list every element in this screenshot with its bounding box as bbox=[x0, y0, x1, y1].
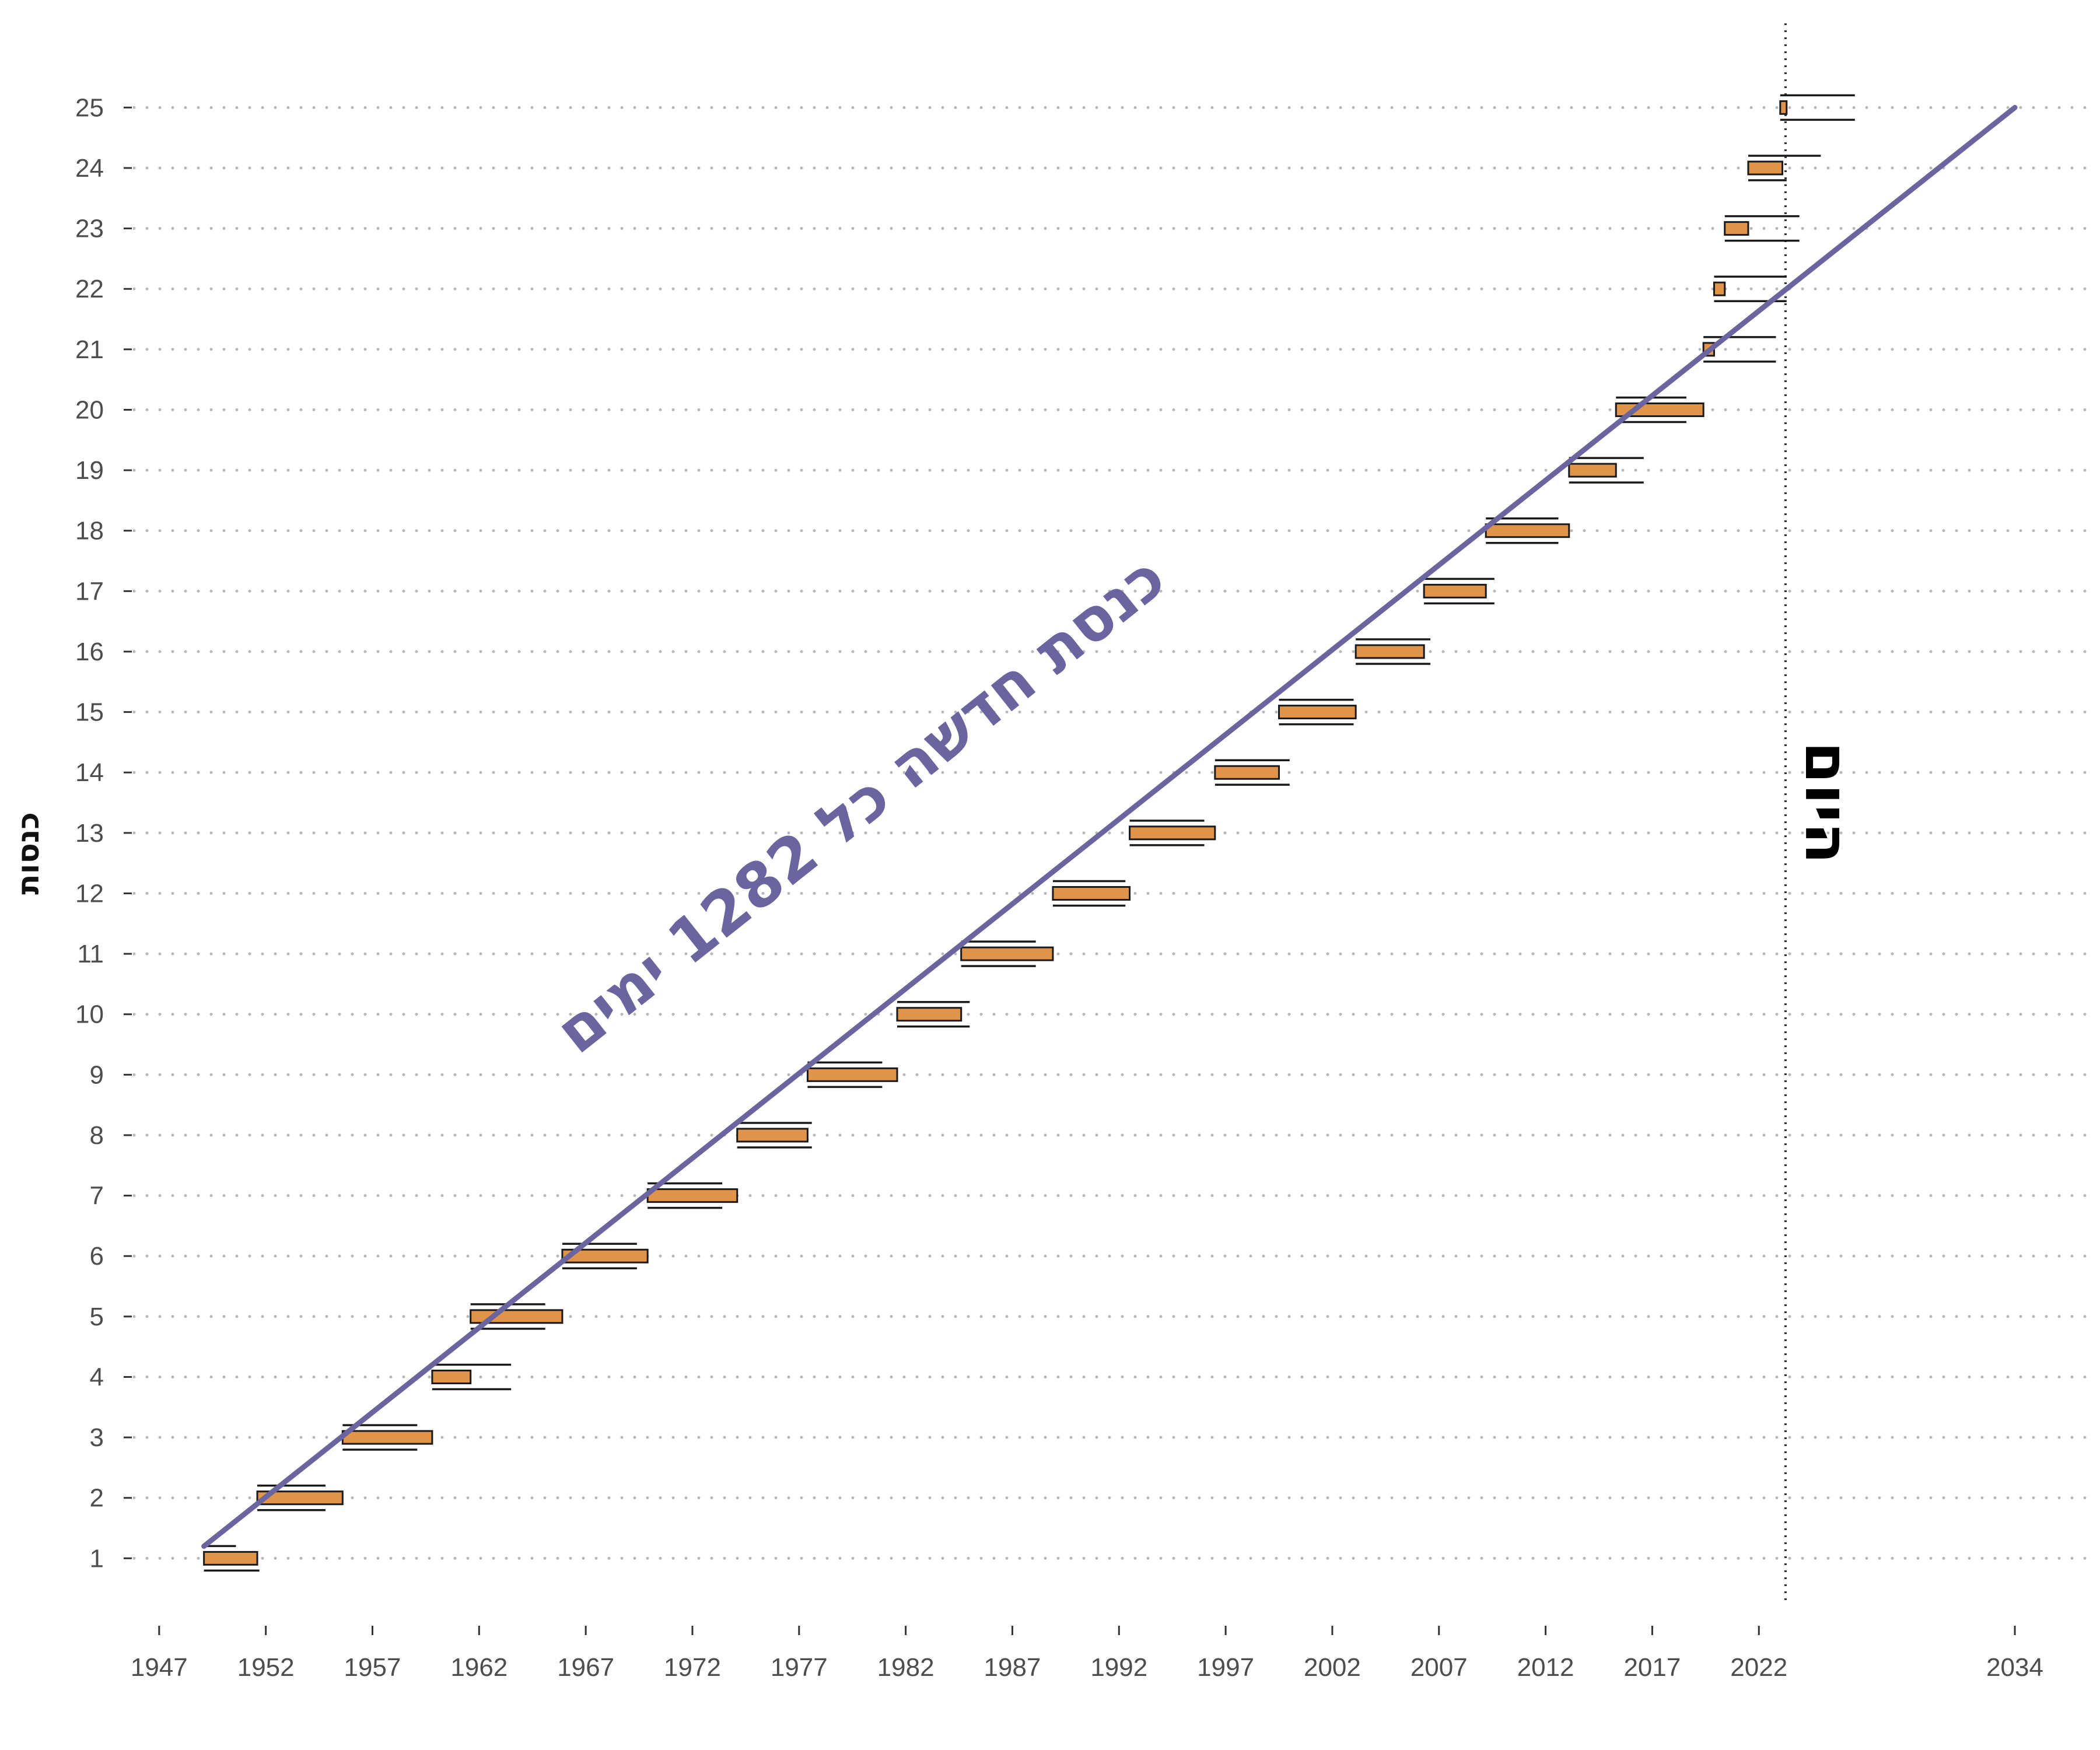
y-tick-label: 23 bbox=[75, 215, 104, 243]
y-tick-label: 17 bbox=[75, 577, 104, 606]
x-tick-label: 2007 bbox=[1410, 1653, 1468, 1682]
knesset-bar bbox=[1747, 160, 1783, 176]
x-tick-label: 1962 bbox=[450, 1653, 508, 1682]
y-tick-label: 4 bbox=[90, 1363, 104, 1391]
x-tick-label: 1957 bbox=[344, 1653, 401, 1682]
y-tick-label: 12 bbox=[75, 879, 104, 908]
y-tick-label: 13 bbox=[75, 819, 104, 848]
x-tick-label: 2017 bbox=[1623, 1653, 1681, 1682]
x-tick-label: 2012 bbox=[1517, 1653, 1574, 1682]
grid-layer bbox=[132, 106, 2091, 1560]
y-tick-label: 8 bbox=[90, 1121, 104, 1150]
knesset-bar bbox=[1724, 221, 1749, 236]
knesset-bar bbox=[561, 1248, 649, 1264]
y-tick-label: 14 bbox=[75, 758, 104, 787]
knesset-bar bbox=[431, 1369, 472, 1384]
x-tick-label: 2002 bbox=[1304, 1653, 1361, 1682]
y-tick-label: 6 bbox=[90, 1242, 104, 1270]
y-tick-label: 5 bbox=[90, 1303, 104, 1331]
y-tick-label: 16 bbox=[75, 638, 104, 666]
y-tick-label: 25 bbox=[75, 93, 104, 122]
y-tick-label: 1 bbox=[90, 1544, 104, 1573]
knesset-bar bbox=[1423, 583, 1487, 598]
x-tick-label: 2022 bbox=[1730, 1653, 1787, 1682]
x-tick-label: 1972 bbox=[664, 1653, 721, 1682]
knesset-bar bbox=[960, 946, 1054, 961]
knesset-bar bbox=[1568, 463, 1617, 478]
trend-layer bbox=[201, 104, 2018, 1549]
x-tick-label: 1982 bbox=[877, 1653, 935, 1682]
knesset-bar bbox=[646, 1188, 738, 1203]
knesset-bar bbox=[896, 1007, 963, 1022]
y-tick-label: 3 bbox=[90, 1423, 104, 1452]
knesset-bar bbox=[1214, 765, 1280, 780]
knesset-bar bbox=[203, 1550, 258, 1566]
x-axis: 1947 1952 1957 1962 1967 1972 1977 1982 1987 1992… bbox=[131, 1626, 2043, 1682]
knesset-bar bbox=[736, 1128, 808, 1143]
y-tick-label: 15 bbox=[75, 698, 104, 727]
y-tick-label: 20 bbox=[75, 396, 104, 424]
y-tick-label: 19 bbox=[75, 456, 104, 485]
trend-line bbox=[201, 104, 2018, 1549]
y-tick-label: 22 bbox=[75, 275, 104, 303]
x-tick-label: 1977 bbox=[771, 1653, 828, 1682]
x-tick-label: 1992 bbox=[1090, 1653, 1147, 1682]
x-tick-label: 1952 bbox=[237, 1653, 295, 1682]
knesset-bar bbox=[1713, 281, 1726, 296]
x-tick-label: 1947 bbox=[131, 1653, 188, 1682]
today-label: היום bbox=[1791, 741, 1863, 864]
knesset-bar bbox=[1354, 644, 1425, 659]
y-axis: 1234567891011121314151617181920212223242… bbox=[75, 93, 132, 1573]
x-tick-label: 2034 bbox=[1986, 1653, 2043, 1682]
knesset-bar bbox=[1485, 523, 1570, 538]
knesset-bar bbox=[1779, 100, 1788, 115]
x-tick-label: 1997 bbox=[1197, 1653, 1254, 1682]
x-tick-label: 1967 bbox=[557, 1653, 614, 1682]
y-tick-label: 9 bbox=[90, 1060, 104, 1089]
x-tick-label: 1987 bbox=[984, 1653, 1041, 1682]
trend-label: כנסת חדשה כל 1282 ימים bbox=[542, 541, 1178, 1067]
knesset-bar bbox=[1129, 825, 1216, 841]
y-tick-label: 11 bbox=[77, 940, 104, 968]
y-tick-label: 18 bbox=[75, 517, 104, 545]
knesset-bar bbox=[1278, 705, 1357, 720]
y-tick-label: 10 bbox=[75, 1000, 104, 1029]
knesset-bar bbox=[806, 1067, 898, 1082]
y-tick-label: 24 bbox=[75, 154, 104, 183]
y-tick-label: 21 bbox=[75, 335, 104, 364]
y-axis-title: כנסות bbox=[11, 812, 46, 895]
y-tick-label: 2 bbox=[90, 1484, 104, 1513]
knesset-bar bbox=[256, 1490, 344, 1506]
knesset-bar bbox=[341, 1430, 433, 1445]
y-tick-label: 7 bbox=[90, 1182, 104, 1210]
knesset-bar bbox=[1052, 886, 1131, 901]
